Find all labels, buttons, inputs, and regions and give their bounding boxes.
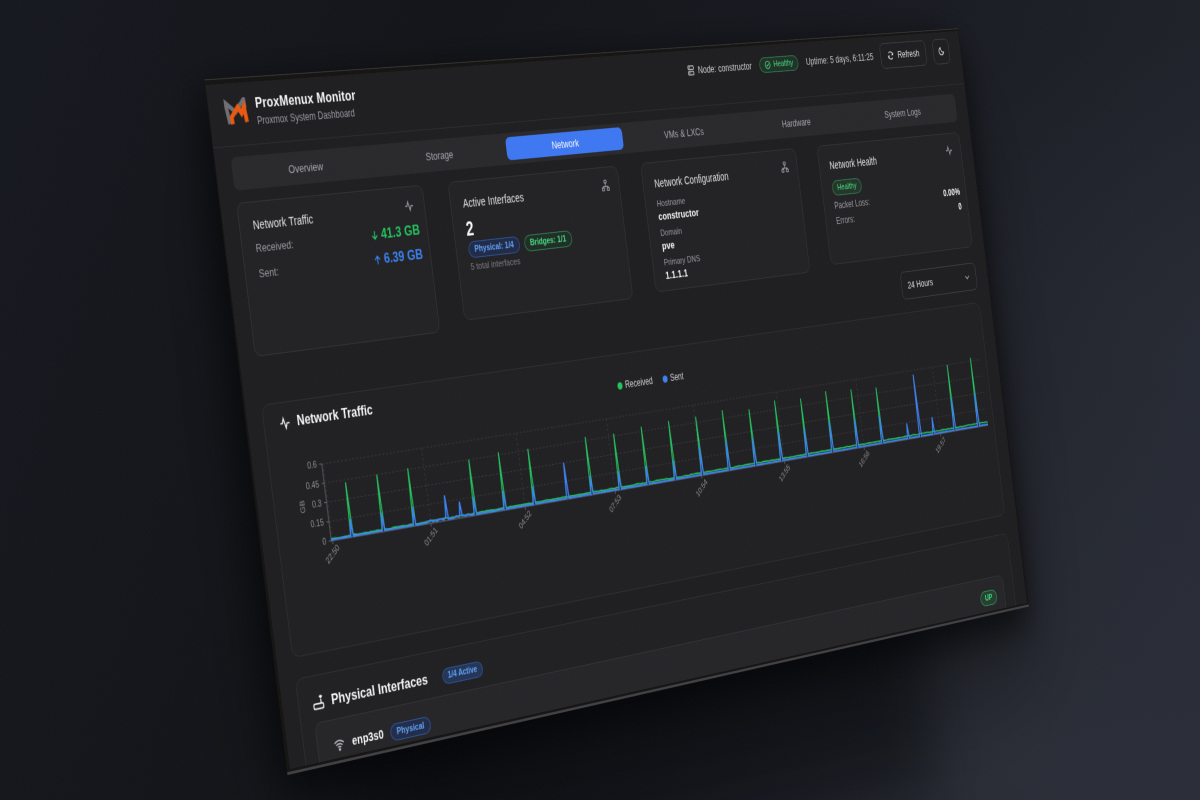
svg-text:13:55: 13:55 (777, 462, 791, 484)
svg-text:0.6: 0.6 (307, 459, 318, 471)
svg-text:19:57: 19:57 (934, 435, 947, 456)
svg-text:0.45: 0.45 (305, 478, 320, 491)
svg-text:16:56: 16:56 (857, 448, 871, 469)
svg-text:01:51: 01:51 (423, 524, 440, 548)
svg-text:0.3: 0.3 (311, 498, 322, 510)
svg-text:GB: GB (297, 499, 307, 514)
svg-text:0.15: 0.15 (310, 517, 325, 530)
svg-text:0: 0 (322, 536, 327, 548)
svg-text:10:54: 10:54 (694, 477, 709, 499)
svg-text:07:53: 07:53 (608, 492, 623, 515)
svg-text:04:52: 04:52 (517, 508, 533, 531)
